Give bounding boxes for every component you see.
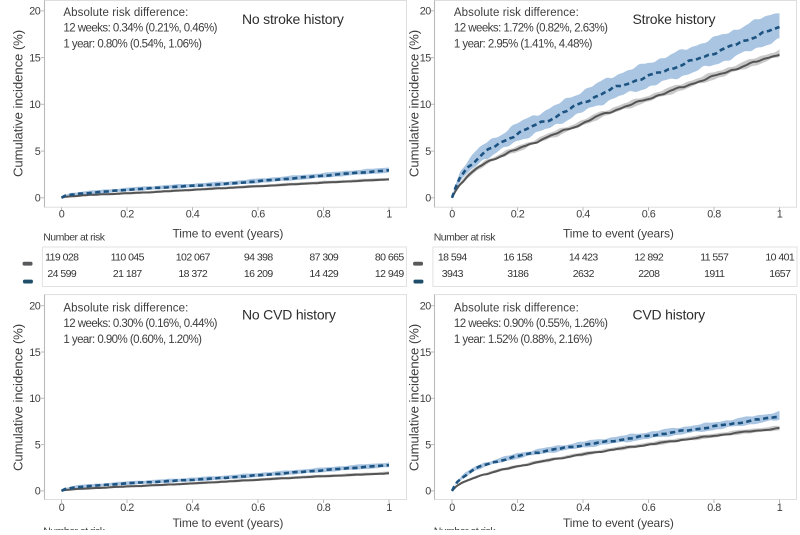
svg-text:0: 0 — [425, 486, 431, 498]
svg-text:1 year: 0.80% (0.54%, 1.06%): 1 year: 0.80% (0.54%, 1.06%) — [63, 39, 202, 51]
svg-text:Absolute risk difference:: Absolute risk difference: — [454, 7, 579, 19]
svg-text:Cumulative incidence (%): Cumulative incidence (%) — [10, 30, 25, 177]
svg-text:2632: 2632 — [573, 268, 595, 280]
svg-text:119 028: 119 028 — [45, 252, 79, 264]
svg-text:12 892: 12 892 — [634, 252, 664, 264]
svg-text:1: 1 — [386, 502, 392, 514]
svg-text:1 year: 1.52% (0.88%, 2.16%): 1 year: 1.52% (0.88%, 2.16%) — [454, 334, 593, 346]
svg-text:0: 0 — [449, 209, 455, 221]
svg-text:0.2: 0.2 — [511, 209, 525, 221]
svg-text:0.2: 0.2 — [511, 502, 525, 514]
svg-text:Stroke history: Stroke history — [633, 11, 716, 27]
svg-text:Cumulative incidence (%): Cumulative incidence (%) — [407, 324, 422, 471]
svg-text:94 398: 94 398 — [244, 252, 274, 264]
svg-text:18 372: 18 372 — [178, 268, 208, 280]
svg-text:1 year: 2.95% (1.41%, 4.48%): 1 year: 2.95% (1.41%, 4.48%) — [454, 39, 593, 51]
svg-text:5: 5 — [35, 146, 41, 158]
svg-text:11 557: 11 557 — [700, 252, 729, 264]
svg-text:2208: 2208 — [638, 268, 660, 280]
svg-text:0: 0 — [35, 486, 41, 498]
svg-text:14 429: 14 429 — [309, 268, 339, 280]
svg-text:12 weeks: 0.34% (0.21%, 0.46%): 12 weeks: 0.34% (0.21%, 0.46%) — [63, 23, 217, 35]
svg-text:Absolute risk difference:: Absolute risk difference: — [454, 302, 579, 314]
svg-text:0.4: 0.4 — [576, 502, 590, 514]
svg-text:80 665: 80 665 — [375, 252, 405, 264]
svg-text:Number at risk: Number at risk — [43, 231, 106, 243]
svg-text:Absolute risk difference:: Absolute risk difference: — [63, 7, 188, 19]
svg-text:20: 20 — [29, 301, 41, 313]
svg-text:5: 5 — [425, 146, 431, 158]
svg-text:110 045: 110 045 — [111, 252, 145, 264]
svg-text:0.6: 0.6 — [251, 209, 265, 221]
svg-text:102 067: 102 067 — [176, 252, 211, 264]
svg-text:Number at risk: Number at risk — [43, 525, 106, 530]
svg-text:10: 10 — [420, 99, 432, 111]
svg-text:0: 0 — [449, 502, 455, 514]
svg-text:0: 0 — [59, 502, 65, 514]
svg-text:1: 1 — [777, 209, 783, 221]
svg-text:0.4: 0.4 — [576, 209, 590, 221]
svg-text:87 309: 87 309 — [309, 252, 339, 264]
svg-text:21 187: 21 187 — [113, 268, 143, 280]
svg-text:20: 20 — [420, 301, 432, 313]
svg-text:0.6: 0.6 — [251, 502, 265, 514]
svg-text:0.4: 0.4 — [186, 502, 200, 514]
svg-text:Number at risk: Number at risk — [434, 525, 497, 530]
svg-text:10: 10 — [420, 393, 432, 405]
svg-text:10: 10 — [29, 99, 41, 111]
svg-text:12 weeks: 1.72% (0.82%, 2.63%): 12 weeks: 1.72% (0.82%, 2.63%) — [454, 23, 608, 35]
svg-text:3186: 3186 — [507, 268, 529, 280]
svg-text:0.8: 0.8 — [707, 502, 721, 514]
svg-text:0.6: 0.6 — [642, 502, 656, 514]
svg-text:10 401: 10 401 — [765, 252, 795, 264]
svg-text:0.2: 0.2 — [120, 209, 134, 221]
svg-text:5: 5 — [35, 439, 41, 451]
svg-text:15: 15 — [420, 347, 432, 359]
svg-text:No stroke history: No stroke history — [242, 11, 344, 27]
svg-text:24 599: 24 599 — [47, 268, 77, 280]
svg-text:Cumulative incidence (%): Cumulative incidence (%) — [407, 30, 422, 177]
svg-text:Number at risk: Number at risk — [434, 231, 497, 243]
svg-text:20: 20 — [420, 6, 432, 18]
svg-text:0: 0 — [59, 209, 65, 221]
svg-text:0: 0 — [425, 193, 431, 205]
svg-text:0.2: 0.2 — [120, 502, 134, 514]
svg-text:Time to event (years): Time to event (years) — [563, 516, 674, 530]
svg-text:Time to event (years): Time to event (years) — [172, 516, 283, 530]
svg-text:12 949: 12 949 — [375, 268, 405, 280]
svg-text:3943: 3943 — [442, 268, 464, 280]
svg-text:14 423: 14 423 — [569, 252, 599, 264]
svg-text:Absolute risk difference:: Absolute risk difference: — [63, 302, 188, 314]
svg-text:0.8: 0.8 — [317, 502, 331, 514]
svg-text:12 weeks: 0.30% (0.16%, 0.44%): 12 weeks: 0.30% (0.16%, 0.44%) — [63, 318, 217, 330]
svg-text:0.6: 0.6 — [642, 209, 656, 221]
svg-text:16 209: 16 209 — [244, 268, 274, 280]
svg-text:18 594: 18 594 — [438, 252, 468, 264]
svg-text:Time to event (years): Time to event (years) — [563, 227, 674, 241]
svg-text:1657: 1657 — [769, 268, 791, 280]
svg-text:16 158: 16 158 — [503, 252, 533, 264]
svg-text:5: 5 — [425, 439, 431, 451]
svg-text:1: 1 — [777, 502, 783, 514]
svg-text:0.8: 0.8 — [317, 209, 331, 221]
svg-text:20: 20 — [29, 6, 41, 18]
svg-text:1 year: 0.90% (0.60%, 1.20%): 1 year: 0.90% (0.60%, 1.20%) — [63, 334, 202, 346]
svg-text:0.4: 0.4 — [186, 209, 200, 221]
svg-text:1911: 1911 — [704, 268, 725, 280]
svg-text:1: 1 — [386, 209, 392, 221]
svg-text:15: 15 — [420, 52, 432, 64]
svg-text:Time to event (years): Time to event (years) — [172, 227, 283, 241]
svg-text:0.8: 0.8 — [707, 209, 721, 221]
svg-text:No CVD history: No CVD history — [242, 307, 336, 323]
svg-text:15: 15 — [29, 52, 41, 64]
svg-text:15: 15 — [29, 347, 41, 359]
svg-text:0: 0 — [35, 193, 41, 205]
svg-text:CVD history: CVD history — [633, 307, 706, 323]
svg-text:12 weeks: 0.90% (0.55%, 1.26%): 12 weeks: 0.90% (0.55%, 1.26%) — [454, 318, 608, 330]
svg-text:10: 10 — [29, 393, 41, 405]
svg-text:Cumulative incidence (%): Cumulative incidence (%) — [11, 324, 26, 471]
